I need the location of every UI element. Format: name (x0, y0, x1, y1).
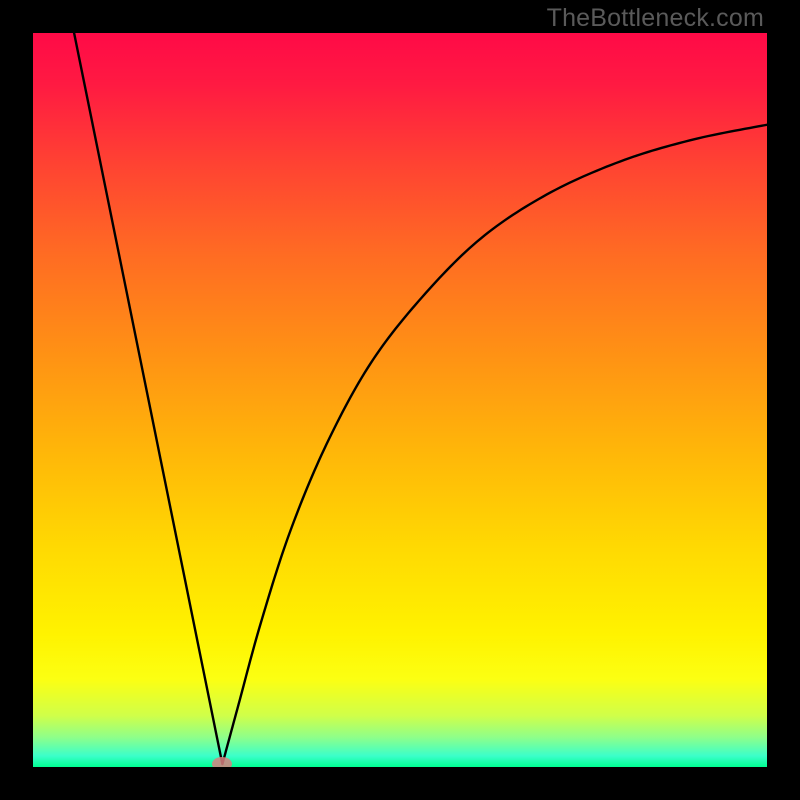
watermark-text: TheBottleneck.com (547, 4, 764, 33)
chart-container: TheBottleneck.com (0, 0, 800, 800)
gradient-background (33, 33, 767, 767)
